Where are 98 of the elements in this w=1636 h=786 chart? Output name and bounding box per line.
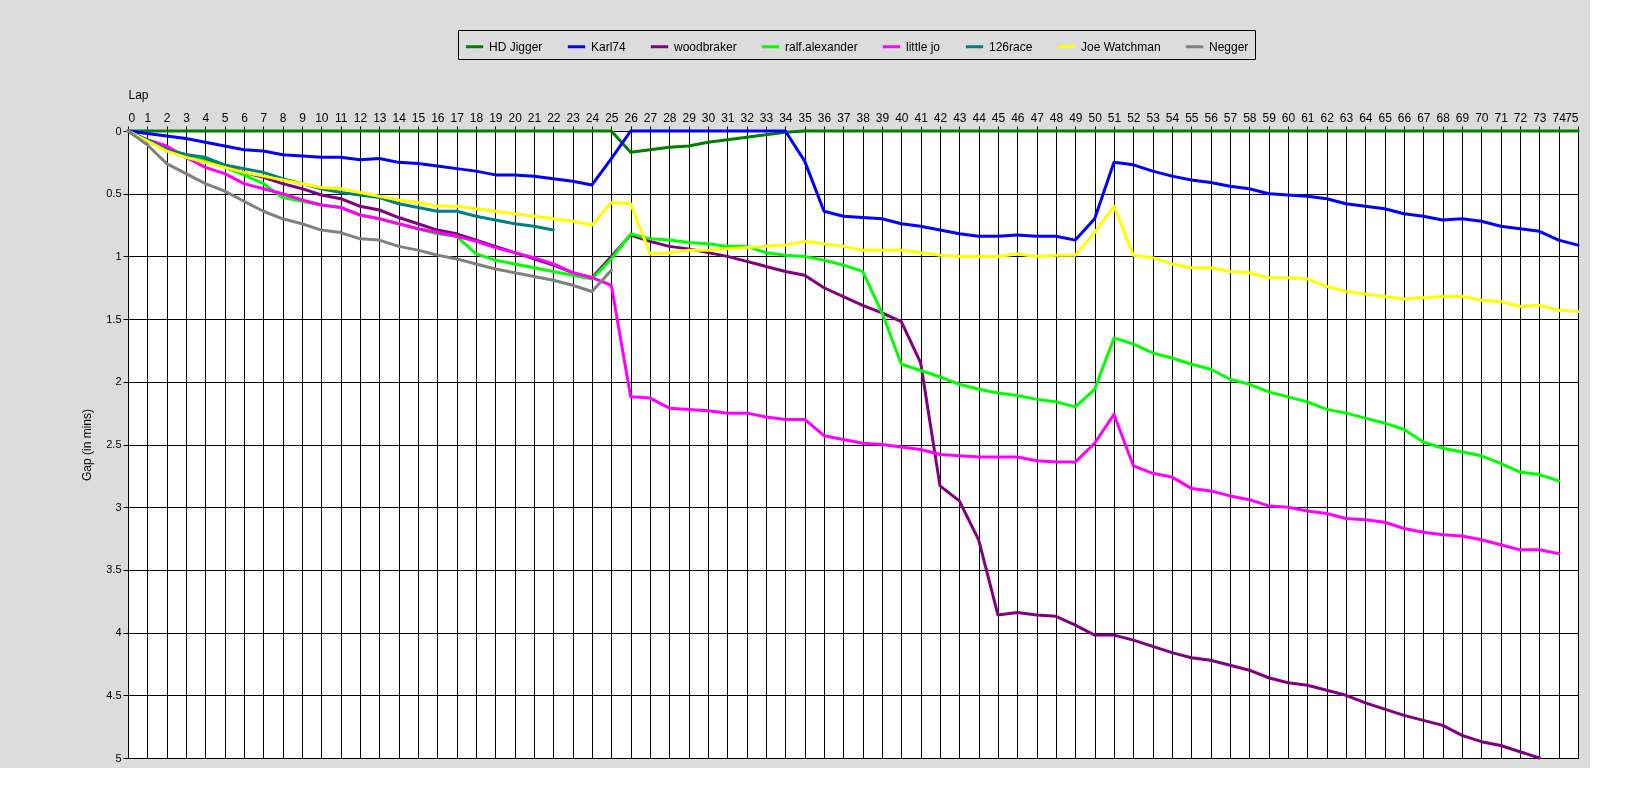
y-tick-label: 4: [115, 626, 122, 639]
x-tick-label: 10: [315, 110, 329, 125]
x-tick-label: 72: [1513, 110, 1528, 125]
legend-label: little jo: [906, 39, 941, 54]
x-tick-label: 29: [682, 110, 697, 125]
x-tick-label: 66: [1397, 110, 1412, 125]
x-tick-label: 37: [837, 110, 851, 125]
y-axis-title: Gap (in mins): [80, 408, 95, 482]
x-tick-label: 14: [392, 110, 407, 125]
x-tick-label: 69: [1455, 110, 1470, 125]
x-tick-label: 26: [624, 110, 639, 125]
x-tick-label: 20: [508, 110, 523, 125]
x-tick-label: 50: [1088, 110, 1103, 125]
x-tick-label: 63: [1339, 110, 1354, 125]
x-tick-label: 6: [241, 110, 249, 125]
x-tick-label: 65: [1378, 110, 1393, 125]
x-tick-label: 25: [605, 110, 619, 125]
x-tick-label: 31: [721, 110, 735, 125]
x-tick-label: 57: [1223, 110, 1238, 125]
x-tick-label: 52: [1127, 110, 1141, 125]
x-tick-label: 34: [779, 110, 793, 125]
x-tick-label: 16: [431, 110, 445, 125]
x-tick-label: 9: [299, 110, 307, 125]
x-tick-label: 70: [1475, 110, 1489, 125]
x-tick-label: 74: [1552, 110, 1567, 125]
x-tick-label: 4: [202, 110, 210, 125]
x-tick-label: 40: [895, 110, 909, 125]
x-tick-label: 45: [991, 110, 1006, 125]
y-tick-label: 1: [115, 249, 122, 262]
x-tick-label: 48: [1049, 110, 1064, 125]
x-tick-label: 47: [1030, 110, 1045, 125]
x-tick-label: 43: [953, 110, 967, 125]
legend-label: HD Jigger: [489, 39, 543, 54]
x-tick-label: 23: [566, 110, 581, 125]
legend-label: Joe Watchman: [1081, 39, 1161, 54]
legend-label: Negger: [1209, 39, 1249, 54]
x-tick-label: 28: [663, 110, 677, 125]
x-tick-label: 35: [798, 110, 813, 125]
x-tick-label: 53: [1146, 110, 1161, 125]
y-tick-label: 0.5: [106, 187, 122, 200]
x-tick-label: 58: [1243, 110, 1257, 125]
x-tick-label: 39: [875, 110, 890, 125]
x-tick-label: 7: [260, 110, 268, 125]
x-tick-label: 2: [163, 110, 171, 125]
x-tick-label: 18: [469, 110, 484, 125]
y-tick-label: 3: [115, 500, 122, 513]
x-tick-label: 24: [585, 110, 600, 125]
x-tick-label: 75: [1565, 110, 1579, 125]
legend-label: Karl74: [591, 39, 627, 54]
x-tick-label: 1: [144, 110, 152, 125]
x-tick-label: 12: [353, 110, 368, 125]
legend-label: 126race: [989, 39, 1033, 54]
y-tick-label: 2: [115, 375, 122, 388]
x-tick-label: 42: [933, 110, 948, 125]
x-tick-label: 59: [1262, 110, 1277, 125]
x-tick-label: 60: [1281, 110, 1296, 125]
y-tick-label: 0: [115, 124, 122, 137]
x-tick-label: 44: [972, 110, 987, 125]
legend-label: ralf.alexander: [785, 39, 858, 54]
x-tick-label: 46: [1011, 110, 1025, 125]
x-tick-label: 33: [759, 110, 774, 125]
x-tick-label: 5: [221, 110, 229, 125]
x-tick-label: 11: [334, 110, 348, 125]
x-tick-label: 73: [1533, 110, 1547, 125]
x-tick-label: 32: [740, 110, 755, 125]
x-tick-label: 17: [450, 110, 465, 125]
x-tick-label: 54: [1165, 110, 1180, 125]
x-tick-label: 22: [547, 110, 561, 125]
x-tick-label: 71: [1494, 110, 1509, 125]
y-tick-label: 3.5: [106, 563, 122, 576]
legend-label: woodbraker: [673, 39, 737, 54]
x-tick-label: 36: [817, 110, 832, 125]
x-tick-label: 19: [489, 110, 503, 125]
y-tick-label: 4.5: [106, 688, 122, 701]
y-tick-label: 2.5: [106, 438, 122, 450]
x-tick-label: 68: [1436, 110, 1451, 125]
x-tick-label: 38: [856, 110, 871, 125]
line-series: [126, 129, 613, 294]
x-tick-label: 67: [1417, 110, 1431, 125]
y-tick-label: 5: [115, 751, 122, 764]
x-axis-title: Lap: [128, 87, 149, 102]
x-tick-label: 61: [1301, 110, 1315, 125]
x-tick-label: 62: [1320, 110, 1335, 125]
x-tick-label: 0: [128, 110, 136, 125]
x-tick-label: 21: [527, 110, 542, 125]
x-tick-label: 56: [1204, 110, 1219, 125]
x-tick-label: 64: [1359, 110, 1373, 125]
y-tick-label: 1.5: [106, 312, 122, 325]
x-tick-label: 3: [183, 110, 191, 125]
x-tick-label: 51: [1107, 110, 1122, 125]
x-tick-label: 13: [373, 110, 387, 125]
x-tick-label: 30: [701, 110, 716, 125]
x-tick-label: 41: [914, 110, 929, 125]
x-tick-label: 8: [279, 110, 287, 125]
x-tick-label: 49: [1069, 110, 1083, 125]
x-tick-label: 55: [1185, 110, 1199, 125]
x-tick-label: 15: [411, 110, 426, 125]
x-tick-label: 27: [643, 110, 658, 125]
